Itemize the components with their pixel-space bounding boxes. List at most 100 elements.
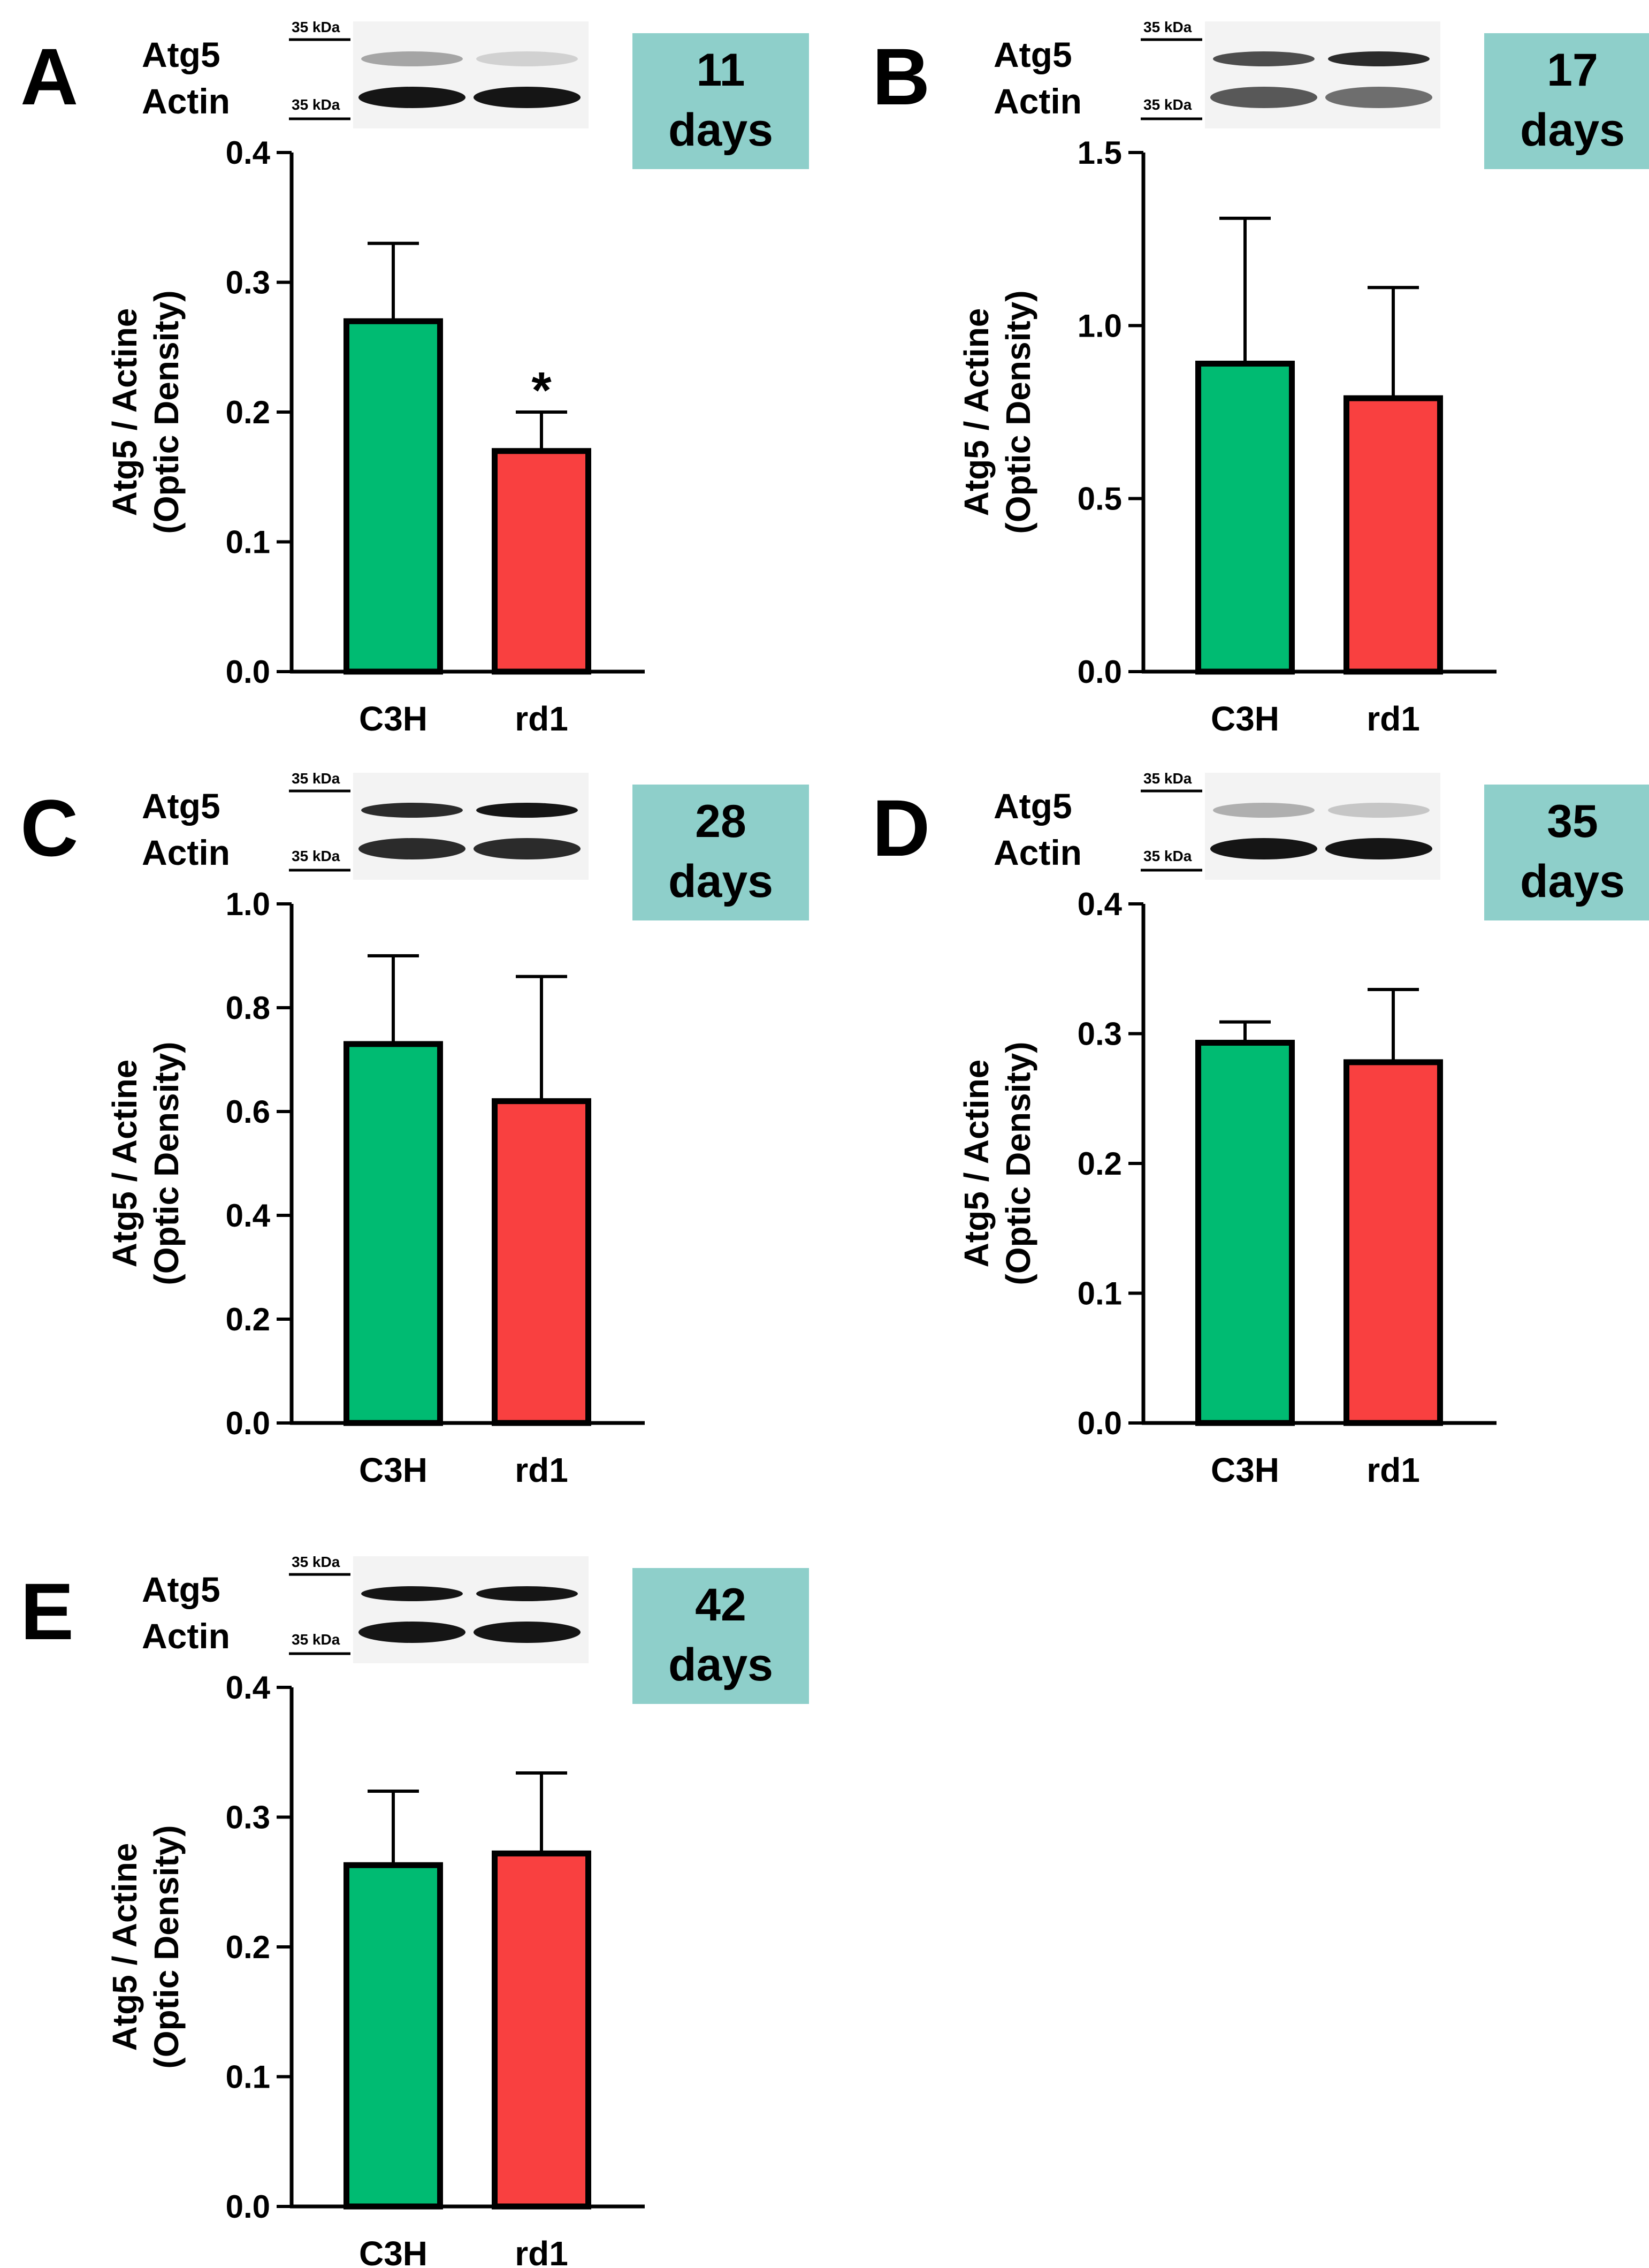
kda-marker: 35 kDa bbox=[292, 1631, 340, 1648]
category-label: rd1 bbox=[515, 2234, 568, 2268]
duration-box bbox=[632, 33, 809, 169]
panel-letter: B bbox=[872, 32, 930, 121]
y-axis-label-line2: (Optic Density) bbox=[147, 1825, 186, 2068]
blot-label-atg5: Atg5 bbox=[142, 35, 220, 74]
blot-band-atg5 bbox=[476, 803, 578, 818]
blot-band-actin bbox=[474, 87, 581, 108]
kda-marker: 35 kDa bbox=[292, 1554, 340, 1570]
y-axis-label-line1: Atg5 / Actine bbox=[105, 1060, 144, 1268]
blot-band-atg5 bbox=[1213, 803, 1315, 818]
blot-band-atg5 bbox=[476, 1586, 578, 1601]
category-label: C3H bbox=[1211, 1451, 1279, 1489]
blot-band-actin bbox=[358, 87, 465, 108]
y-tick-label: 0.0 bbox=[226, 1405, 270, 1441]
y-tick-label: 0.2 bbox=[226, 1302, 270, 1337]
panel-letter: E bbox=[20, 1566, 74, 1656]
y-tick-label: 0.4 bbox=[226, 1670, 271, 1706]
y-tick-label: 0.3 bbox=[226, 1800, 270, 1836]
duration-unit: days bbox=[668, 856, 773, 907]
blot-image bbox=[353, 773, 589, 880]
y-tick-label: 0.2 bbox=[226, 1929, 270, 1965]
significance-marker: * bbox=[531, 362, 552, 419]
bar-rd1 bbox=[492, 1098, 591, 1426]
y-axis-label: Atg5 / Actine(Optic Density) bbox=[957, 1041, 1037, 1285]
panel-c: C Atg5 Actin 35 kDa 35 kDa 28 days 0.0 0.2 0.4 0.6… bbox=[20, 770, 809, 1489]
panel-letter: C bbox=[20, 783, 78, 873]
blot-label-actin: Actin bbox=[994, 833, 1082, 872]
y-tick-label: 0.0 bbox=[226, 2189, 270, 2225]
duration-unit: days bbox=[1520, 856, 1625, 907]
blot-label-actin: Actin bbox=[142, 81, 230, 121]
blot-band-atg5 bbox=[361, 803, 463, 818]
duration-number: 35 bbox=[1547, 796, 1598, 847]
duration-number: 28 bbox=[695, 796, 746, 847]
y-axis-label: Atg5 / Actine(Optic Density) bbox=[957, 290, 1037, 534]
blot-band-atg5 bbox=[1328, 803, 1430, 818]
panel-d: D Atg5 Actin 35 kDa 35 kDa 35 days 0.0 0.1 0.2 0.3… bbox=[872, 770, 1649, 1489]
panel-b: B Atg5 Actin 35 kDa 35 kDa 17 days 0.0 0.5 1.0 1.5… bbox=[872, 19, 1649, 738]
blot-band-atg5 bbox=[476, 51, 578, 66]
y-tick-label: 0.1 bbox=[226, 2059, 270, 2095]
y-tick-label: 0.8 bbox=[226, 990, 270, 1026]
y-tick-label: 1.0 bbox=[1078, 308, 1122, 344]
y-axis-label-line2: (Optic Density) bbox=[999, 1041, 1037, 1285]
category-label: C3H bbox=[359, 1451, 427, 1489]
blot-band-atg5 bbox=[1213, 51, 1315, 66]
y-tick-label: 1.0 bbox=[226, 886, 270, 922]
bar-rd1 bbox=[1343, 395, 1443, 675]
y-tick-label: 0.2 bbox=[226, 394, 270, 430]
bar-c3h bbox=[1195, 1039, 1295, 1426]
blot-image bbox=[1205, 773, 1440, 880]
y-axis-label: Atg5 / Actine(Optic Density) bbox=[105, 1041, 186, 1285]
kda-marker: 35 kDa bbox=[1143, 770, 1192, 787]
blot-band-actin bbox=[358, 838, 465, 859]
panel-letter: D bbox=[872, 783, 930, 873]
category-label: rd1 bbox=[1366, 1451, 1420, 1489]
kda-marker: 35 kDa bbox=[292, 96, 340, 113]
kda-marker: 35 kDa bbox=[1143, 19, 1192, 35]
y-axis-label: Atg5 / Actine(Optic Density) bbox=[105, 1825, 186, 2068]
duration-unit: days bbox=[1520, 104, 1625, 156]
y-tick-label: 1.5 bbox=[1078, 135, 1122, 171]
duration-number: 17 bbox=[1547, 44, 1598, 96]
bar-c3h bbox=[343, 1862, 443, 2210]
duration-box bbox=[632, 1568, 809, 1704]
blot-label-atg5: Atg5 bbox=[142, 1570, 220, 1609]
duration-box bbox=[1484, 785, 1649, 920]
bar-rd1 bbox=[1343, 1059, 1443, 1426]
y-tick-label: 0.6 bbox=[226, 1094, 270, 1130]
blot-band-actin bbox=[1325, 838, 1432, 859]
bar-c3h bbox=[343, 318, 443, 675]
y-axis-label-line1: Atg5 / Actine bbox=[957, 1060, 996, 1268]
category-label: rd1 bbox=[515, 1451, 568, 1489]
bar-rd1 bbox=[492, 1850, 591, 2210]
y-tick-label: 0.0 bbox=[1078, 1405, 1122, 1441]
kda-marker: 35 kDa bbox=[292, 848, 340, 864]
bar-c3h bbox=[1195, 360, 1295, 675]
y-tick-label: 0.3 bbox=[1078, 1016, 1122, 1052]
category-label: rd1 bbox=[515, 699, 568, 738]
blot-image bbox=[1205, 21, 1440, 128]
y-axis-label-line1: Atg5 / Actine bbox=[105, 1843, 144, 2051]
blot-label-actin: Actin bbox=[142, 1616, 230, 1656]
panel-a: A Atg5 Actin 35 kDa 35 kDa 11 days 0.0 0.1 0.2 0.3… bbox=[20, 19, 809, 738]
y-axis-label-line2: (Optic Density) bbox=[147, 290, 186, 534]
panel-e: E Atg5 Actin 35 kDa 35 kDa 42 days 0.0 0.1 0.2 0.3… bbox=[20, 1554, 809, 2268]
category-label: C3H bbox=[359, 699, 427, 738]
y-tick-label: 0.3 bbox=[226, 265, 270, 301]
kda-marker: 35 kDa bbox=[292, 770, 340, 787]
duration-box bbox=[632, 785, 809, 920]
y-tick-label: 0.1 bbox=[226, 524, 270, 560]
panel-letter: A bbox=[20, 32, 78, 121]
blot-band-actin bbox=[474, 1622, 581, 1643]
blot-label-atg5: Atg5 bbox=[994, 786, 1072, 826]
kda-marker: 35 kDa bbox=[1143, 96, 1192, 113]
blot-image bbox=[353, 1556, 589, 1663]
y-axis-label-line1: Atg5 / Actine bbox=[105, 308, 144, 516]
y-tick-label: 0.5 bbox=[1078, 481, 1122, 517]
bar-c3h bbox=[343, 1041, 443, 1426]
blot-label-atg5: Atg5 bbox=[142, 786, 220, 826]
kda-marker: 35 kDa bbox=[1143, 848, 1192, 864]
y-axis-label-line2: (Optic Density) bbox=[147, 1041, 186, 1285]
y-tick-label: 0.0 bbox=[1078, 654, 1122, 690]
